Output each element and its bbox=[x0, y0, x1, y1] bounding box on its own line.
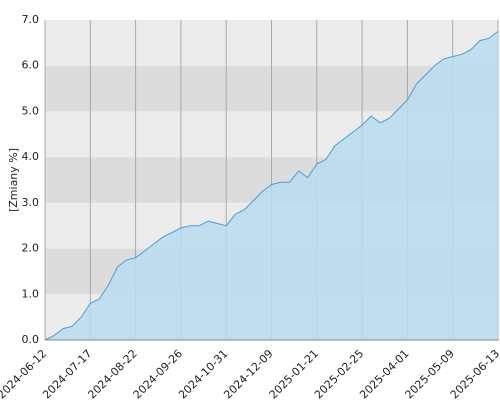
y-tick-label: 2.0 bbox=[22, 242, 40, 255]
y-tick-label: 5.0 bbox=[22, 104, 40, 117]
y-tick-label: 4.0 bbox=[22, 150, 40, 163]
y-tick-label: 1.0 bbox=[22, 287, 40, 300]
y-axis-label: [Zmiany %] bbox=[7, 148, 20, 212]
y-tick-label: 0.0 bbox=[22, 333, 40, 346]
y-tick-label: 6.0 bbox=[22, 59, 40, 72]
y-tick-label: 7.0 bbox=[22, 13, 40, 26]
area-line bbox=[44, 31, 499, 341]
y-tick-label: 3.0 bbox=[22, 196, 40, 209]
area-fill bbox=[45, 31, 498, 341]
